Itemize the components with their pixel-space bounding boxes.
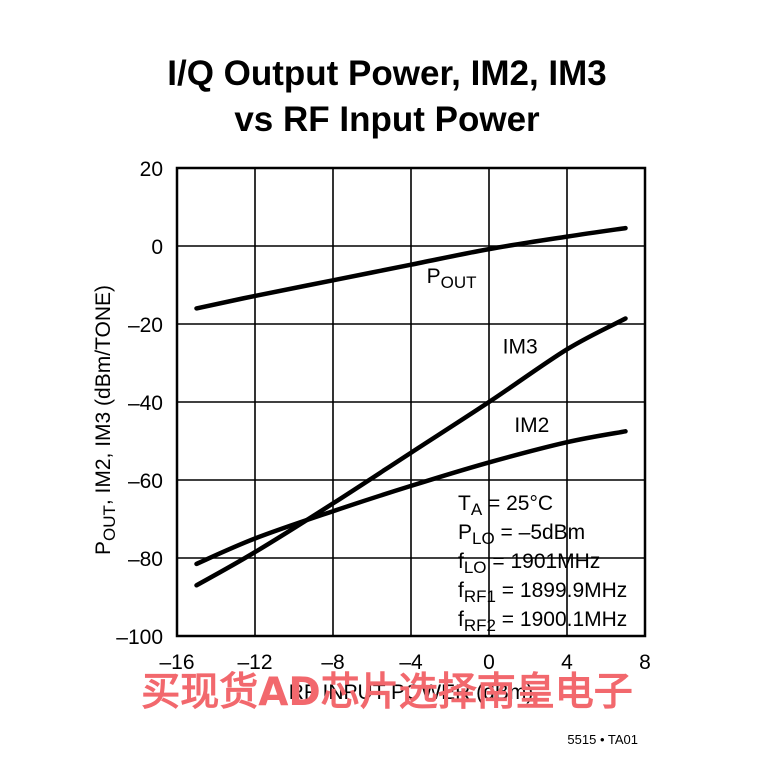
series-line-im3 (194, 316, 628, 588)
x-tick-label: 8 (639, 651, 651, 674)
plot-frame (175, 166, 647, 638)
y-tick-label: –60 (128, 470, 163, 493)
y-tick-label: –40 (128, 392, 163, 415)
watermark: 买现货AD芯片选择南皇电子 (141, 670, 633, 715)
y-axis-label: POUT, IM2, IM3 (dBm/TONE) (92, 285, 119, 555)
x-tick-labels: –16 –12 –8 –4 0 4 8 (159, 651, 650, 674)
y-tick-label: 20 (140, 158, 163, 181)
title-line: I/Q Output Power, IM2, IM3 (167, 54, 606, 93)
series-label-im3: IM3 (503, 335, 538, 358)
x-axis-label: RF INPUT POWER (dBm) (289, 681, 534, 704)
y-tick-label: –20 (128, 314, 163, 337)
condition-line: fRF1 = 1899.9MHz (458, 579, 627, 606)
title-line: vs RF Input Power (234, 100, 540, 139)
x-tick-label: –4 (399, 651, 423, 674)
x-tick-label: –8 (321, 651, 344, 674)
x-tick-label: –12 (237, 651, 272, 674)
condition-line: fRF2 = 1900.1MHz (458, 608, 627, 635)
figure-id: 5515 • TA01 (567, 732, 638, 747)
x-tick-label: –16 (159, 651, 194, 674)
series-line-im2 (194, 429, 628, 567)
y-tick-labels: 20 0 –20 –40 –60 –80 –100 (116, 158, 163, 649)
condition-line: fLO = 1901MHz (458, 550, 600, 577)
condition-line: TA = 25°C (458, 492, 553, 519)
y-axis-label-group: POUT, IM2, IM3 (dBm/TONE) (92, 285, 119, 555)
series-labels: POUT IM3 IM2 (427, 265, 550, 437)
y-tick-label: 0 (151, 236, 163, 259)
chart-title: I/Q Output Power, IM2, IM3 vs RF Input Po… (167, 54, 606, 139)
series-lines (194, 225, 628, 588)
series-label-im2: IM2 (514, 414, 549, 437)
condition-line: PLO = –5dBm (458, 521, 585, 548)
x-tick-label: 0 (483, 651, 495, 674)
x-axis-label-group: RF INPUT POWER (dBm) (289, 681, 534, 704)
series-line-p-out (194, 225, 628, 311)
y-tick-label: –100 (116, 626, 163, 649)
series-label-p-out: POUT (427, 265, 477, 292)
y-tick-label: –80 (128, 548, 163, 571)
x-tick-label: 4 (561, 651, 573, 674)
